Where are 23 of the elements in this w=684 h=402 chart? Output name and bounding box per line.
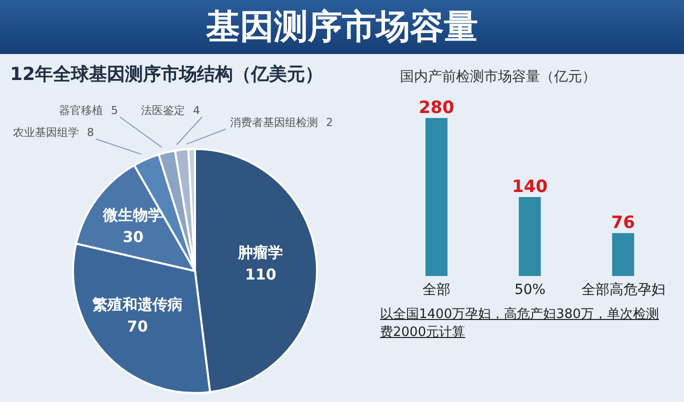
slice-label: 肿瘤学 <box>237 244 284 262</box>
data-label: 8 <box>87 126 94 139</box>
data-label: 76 <box>611 213 635 234</box>
slice-label: 农业基因组学 <box>13 126 79 139</box>
slice-label: 法医鉴定 <box>141 104 185 117</box>
data-label: 4 <box>193 104 200 117</box>
slice-label: 器官移植 <box>59 104 103 117</box>
data-label: 140 <box>512 177 548 197</box>
slice-label: 繁殖和遗传病 <box>91 295 182 314</box>
data-label: 2 <box>326 116 333 129</box>
x-tick-label: 全部高危孕妇 <box>581 282 666 298</box>
chart-title: 国内产前检测市场容量（亿元） <box>400 68 596 86</box>
data-label: 30 <box>122 228 144 246</box>
data-label: 110 <box>244 266 276 284</box>
chart-title: 基因测序市场容量 <box>0 0 684 54</box>
data-label: 5 <box>111 104 118 117</box>
text: 以全国1400万孕妇，高危产妇380万，单次检测费2000元计算 <box>380 306 660 342</box>
chart-subtitle: 12年全球基因测序市场结构（亿美元） <box>10 63 324 86</box>
x-tick-label: 50% <box>514 282 546 298</box>
data-label: 70 <box>127 317 148 336</box>
data-label: 280 <box>418 98 454 118</box>
slice-label: 消费者基因组检测 <box>230 116 318 129</box>
x-tick-label: 全部 <box>422 282 451 298</box>
